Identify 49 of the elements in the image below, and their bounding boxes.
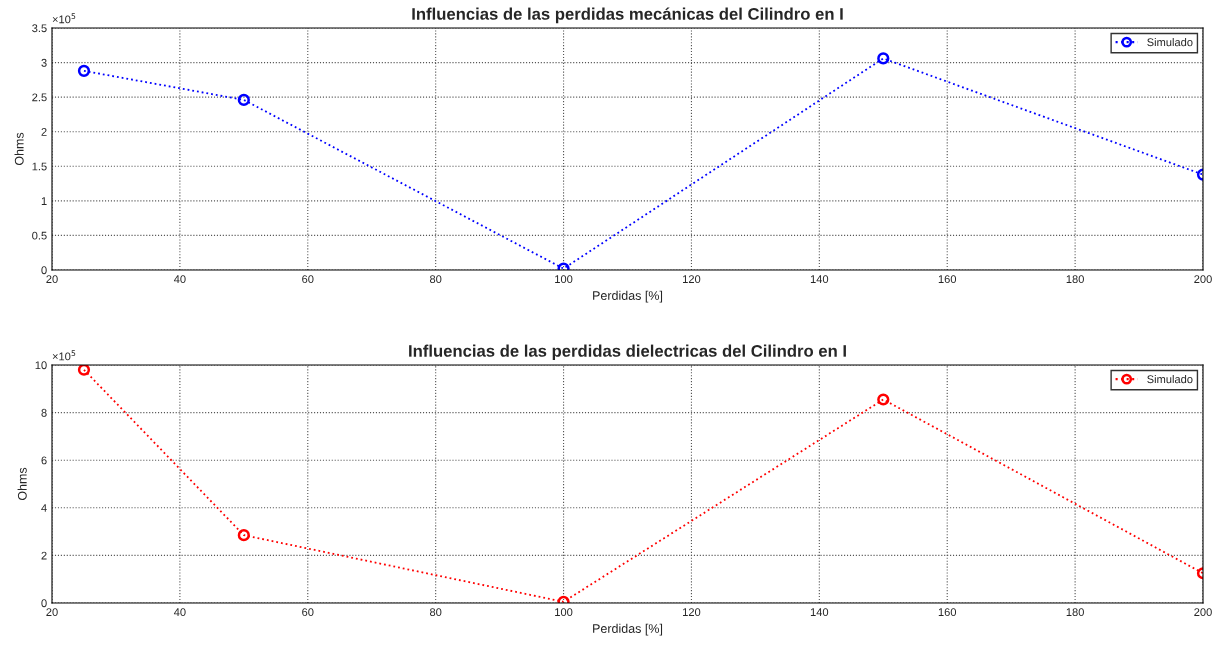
x-tick-label: 160 [938, 608, 957, 617]
y-axis-title: Ohms [14, 132, 24, 166]
text: ×10$^{5}$ [52, 13, 76, 24]
y-tick-label: 4 [41, 504, 47, 512]
x-tick-label: 60 [302, 275, 314, 284]
y-tick-label: 0 [41, 266, 47, 275]
y-tick-label: 2 [41, 551, 47, 560]
x-tick-label: 20 [46, 275, 58, 284]
x-tick-label: 20 [46, 608, 58, 617]
point [77, 365, 91, 376]
x-tick-label: 60 [302, 608, 314, 617]
x-tick-label: 40 [173, 608, 186, 617]
text: ×10$^{5}$ [52, 350, 76, 361]
x-tick-label: 160 [938, 275, 957, 284]
y-tick-label: 2.5 [32, 93, 47, 102]
x-tick-label: 120 [683, 608, 701, 617]
y-tick-label: 8 [41, 408, 47, 417]
x-tick-label: 100 [555, 275, 573, 284]
x-tick-label: 140 [810, 608, 829, 617]
x-tick-label: 120 [683, 275, 701, 284]
point [77, 64, 91, 77]
legend-label: Simulado [1147, 375, 1193, 384]
y-tick-label: 1 [41, 197, 47, 205]
x-axis-title: Perdidas [%] [593, 290, 663, 303]
point [237, 529, 250, 542]
y-tick-label: 0.5 [32, 231, 47, 240]
x-tick-label: 140 [810, 275, 829, 284]
x-tick-label: 100 [555, 608, 573, 617]
y-tick-label: 3.5 [32, 24, 47, 33]
x-tick-label: 40 [173, 275, 186, 284]
y-tick-label: 1.5 [32, 162, 47, 171]
y-tick-label: 6 [41, 456, 47, 465]
y-axis-title: Ohms [17, 467, 27, 501]
y-tick-label: 10 [35, 361, 47, 370]
x-tick-label: 180 [1066, 275, 1084, 284]
x-axis-title: Perdidas [%] [593, 623, 663, 636]
x-tick-label: 200 [1194, 608, 1212, 617]
chart-title: Influencias de las perdidas mecánicas del Cilindro en I [412, 7, 843, 24]
y-tick-label: 3 [41, 58, 47, 67]
x-tick-label: 80 [429, 608, 442, 617]
y-tick-label: 0 [41, 599, 47, 608]
point [877, 52, 890, 65]
legend-label: Simulado [1147, 38, 1193, 47]
chart-title: Influencias de las perdidas dielectricas del Cilindro en I [409, 344, 846, 361]
x-tick-label: 180 [1066, 608, 1084, 617]
x-tick-label: 200 [1194, 275, 1212, 284]
x-tick-label: 80 [429, 275, 442, 284]
y-tick-label: 2 [41, 127, 47, 136]
point [237, 93, 250, 107]
